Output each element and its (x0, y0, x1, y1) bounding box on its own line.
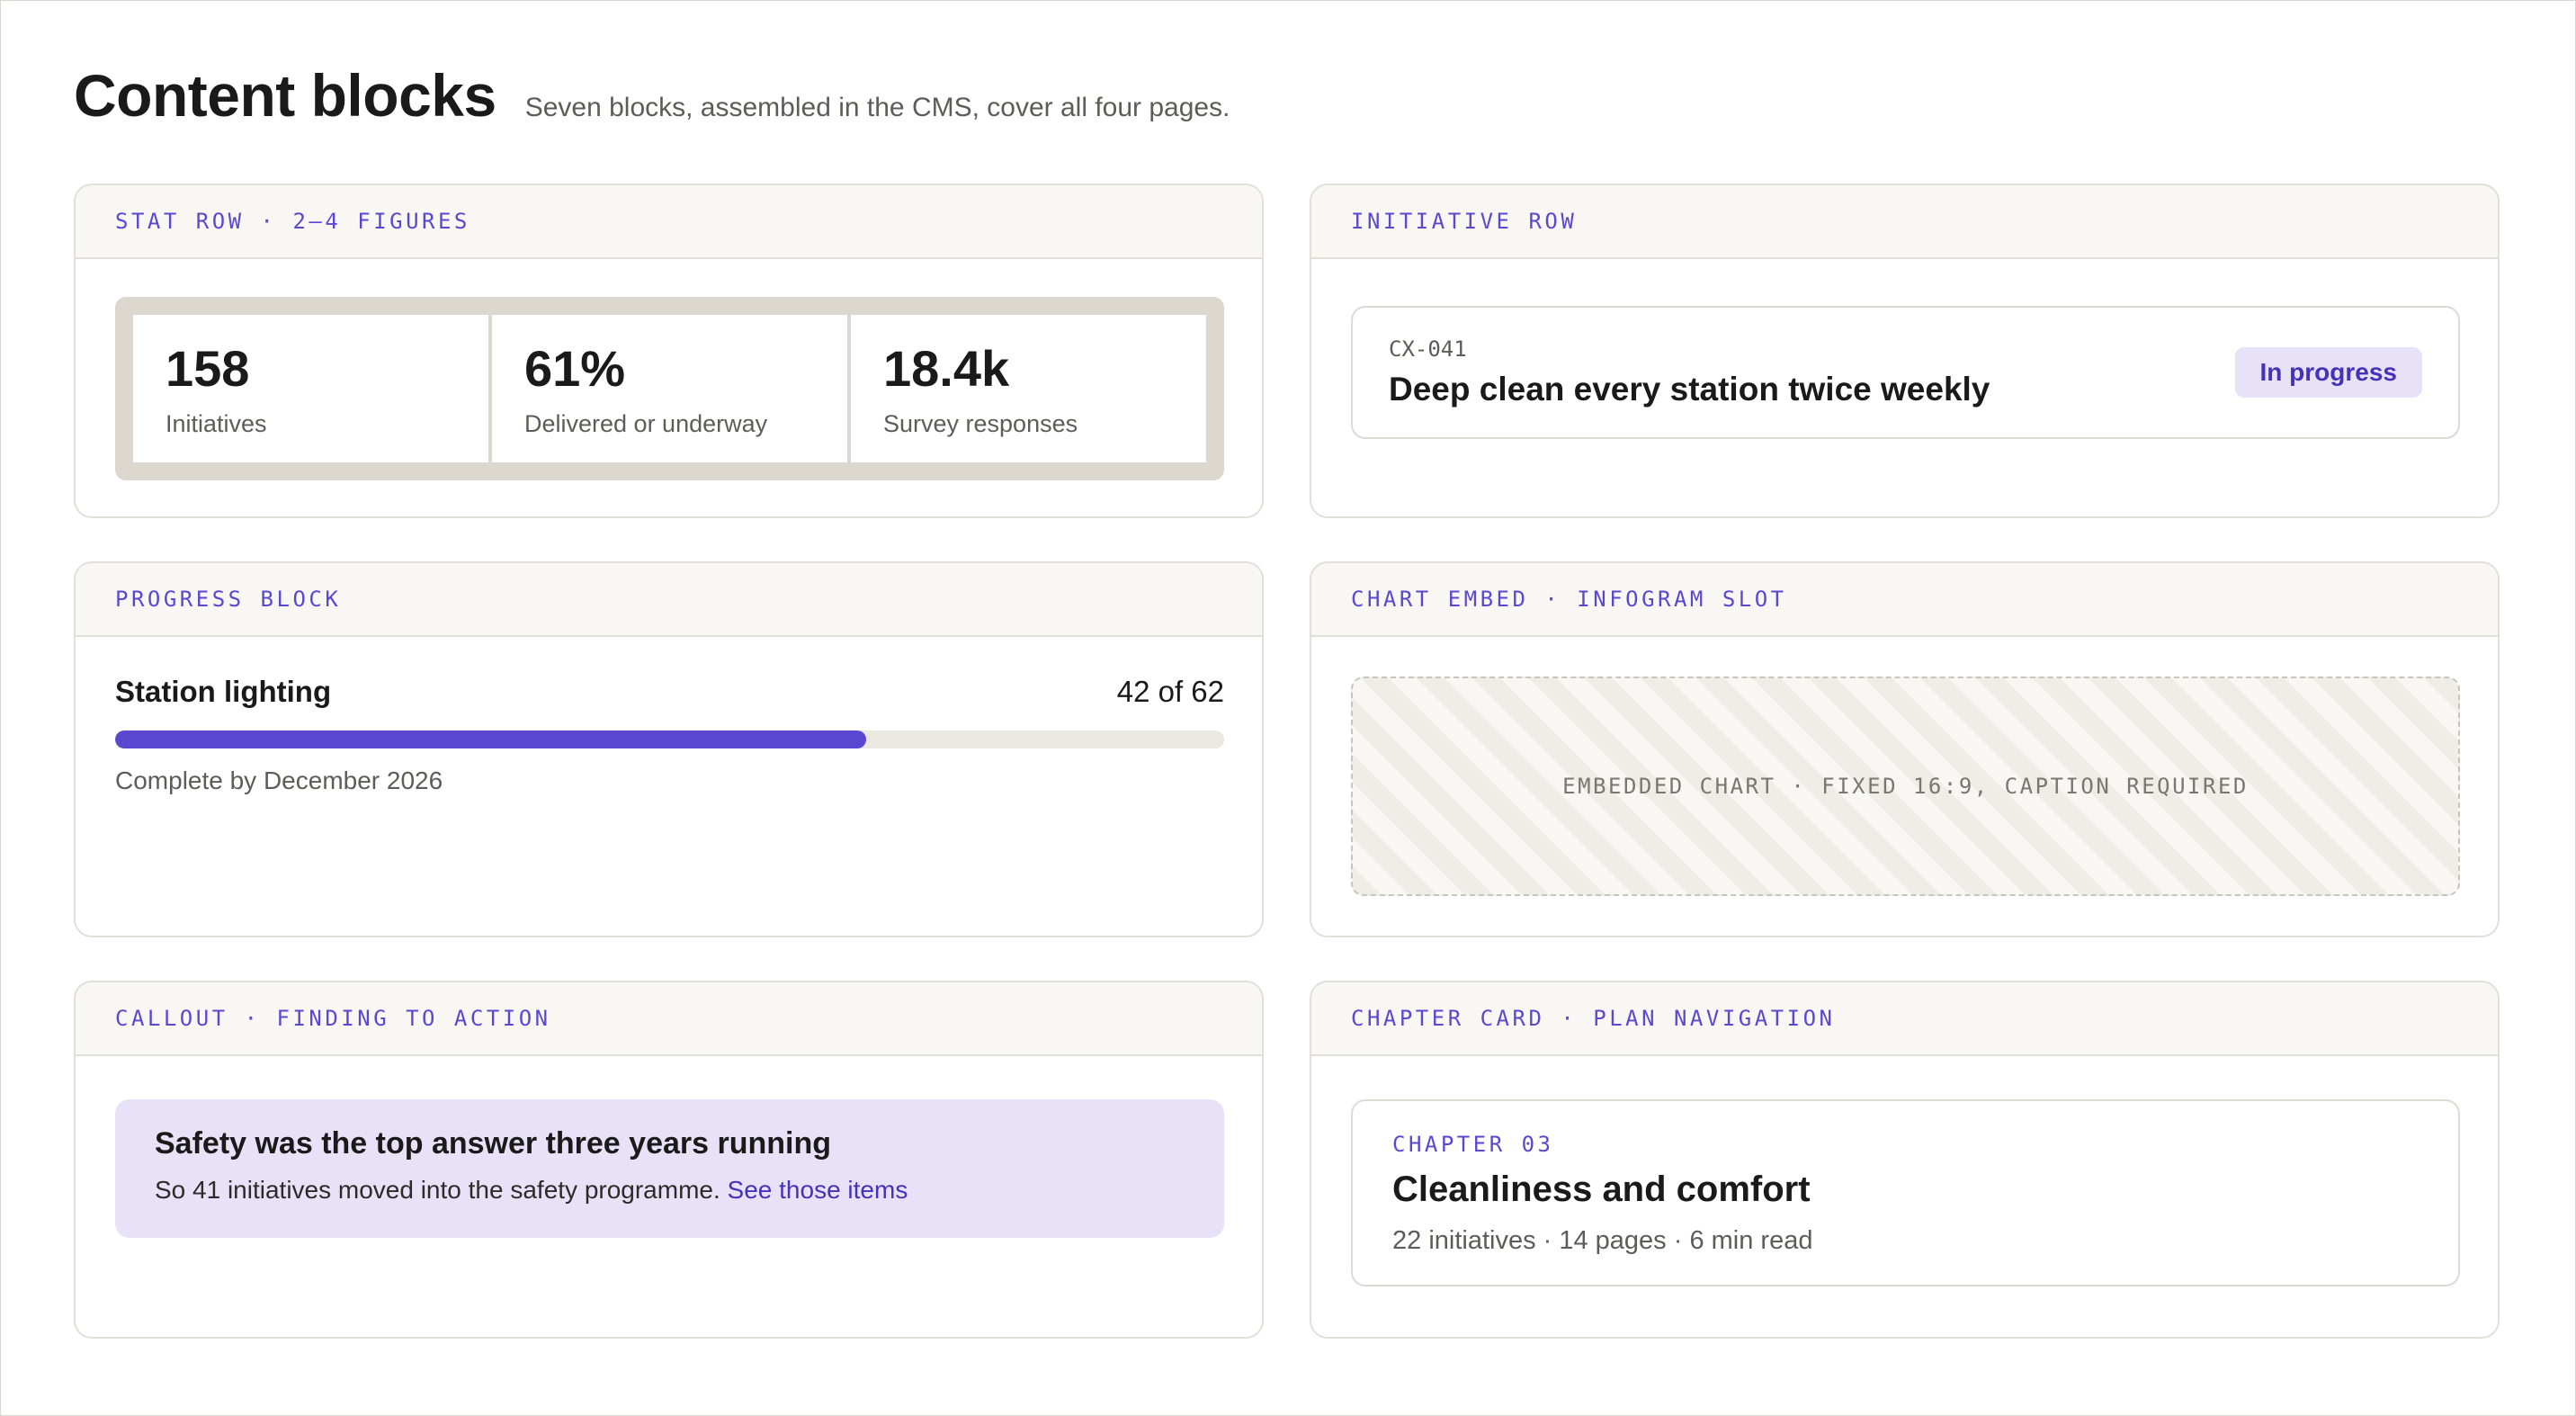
stat-label: Survey responses (883, 410, 1078, 437)
card-label: CALLOUT · FINDING TO ACTION (76, 982, 1262, 1056)
chapter-card[interactable]: CHAPTER 03 Cleanliness and comfort 22 in… (1351, 1099, 2460, 1286)
stat-figure: 158 Initiatives (133, 315, 488, 462)
initiative-row-card: INITIATIVE ROW CX-041 Deep clean every s… (1310, 184, 2500, 518)
card-label: CHAPTER CARD · PLAN NAVIGATION (1311, 982, 2498, 1056)
progress-count: 42 of 62 (1116, 675, 1224, 708)
chapter-meta: 22 initiatives · 14 pages · 6 min read (1392, 1226, 1813, 1255)
see-items-link[interactable]: See those items (727, 1176, 908, 1204)
stat-row-card: STAT ROW · 2–4 FIGURES 158 Initiatives 6… (74, 184, 1264, 518)
chapter-title: Cleanliness and comfort (1392, 1170, 1811, 1209)
progress-fill (115, 730, 867, 748)
status-badge: In progress (2234, 347, 2422, 398)
stat-value: 18.4k (883, 340, 1010, 397)
initiative-title: Deep clean every station twice weekly (1389, 371, 1990, 408)
callout-text: So 41 initiatives moved into the safety … (155, 1176, 720, 1204)
progress-header: Station lighting 42 of 62 (115, 675, 1224, 709)
stat-row: 158 Initiatives 61% Delivered or underwa… (115, 297, 1224, 480)
stat-figure: 61% Delivered or underway (492, 315, 847, 462)
initiative-code: CX-041 (1389, 336, 1467, 362)
progress-block-card: PROGRESS BLOCK Station lighting 42 of 62… (74, 561, 1264, 937)
callout-card: CALLOUT · FINDING TO ACTION Safety was t… (74, 981, 1264, 1339)
callout-body: So 41 initiatives moved into the safety … (155, 1176, 1185, 1205)
initiative-text: CX-041 Deep clean every station twice we… (1389, 336, 1990, 408)
chart-embed-card: CHART EMBED · INFOGRAM SLOT EMBEDDED CHA… (1310, 561, 2500, 937)
progress-title: Station lighting (115, 675, 332, 708)
chapter-card-block: CHAPTER CARD · PLAN NAVIGATION CHAPTER 0… (1310, 981, 2500, 1339)
initiative-row[interactable]: CX-041 Deep clean every station twice we… (1351, 306, 2460, 439)
progress-track (115, 730, 1224, 748)
page-header: Content blocks Seven blocks, assembled i… (74, 61, 1230, 130)
stat-label: Delivered or underway (524, 410, 768, 437)
progress-note: Complete by December 2026 (115, 766, 443, 794)
page-subtitle: Seven blocks, assembled in the CMS, cove… (524, 93, 1230, 122)
stat-value: 158 (165, 340, 250, 397)
page-title: Content blocks (74, 62, 496, 129)
card-label: PROGRESS BLOCK (76, 563, 1262, 637)
card-label: STAT ROW · 2–4 FIGURES (76, 185, 1262, 259)
card-label: CHART EMBED · INFOGRAM SLOT (1311, 563, 2498, 637)
stat-figure: 18.4k Survey responses (851, 315, 1206, 462)
chart-embed-placeholder: EMBEDDED CHART · FIXED 16:9, CAPTION REQ… (1351, 677, 2460, 896)
chapter-number: CHAPTER 03 (1392, 1132, 1554, 1157)
callout-title: Safety was the top answer three years ru… (155, 1126, 832, 1161)
stat-label: Initiatives (165, 410, 267, 437)
callout: Safety was the top answer three years ru… (115, 1099, 1224, 1238)
card-label: INITIATIVE ROW (1311, 185, 2498, 259)
stat-value: 61% (524, 340, 626, 397)
